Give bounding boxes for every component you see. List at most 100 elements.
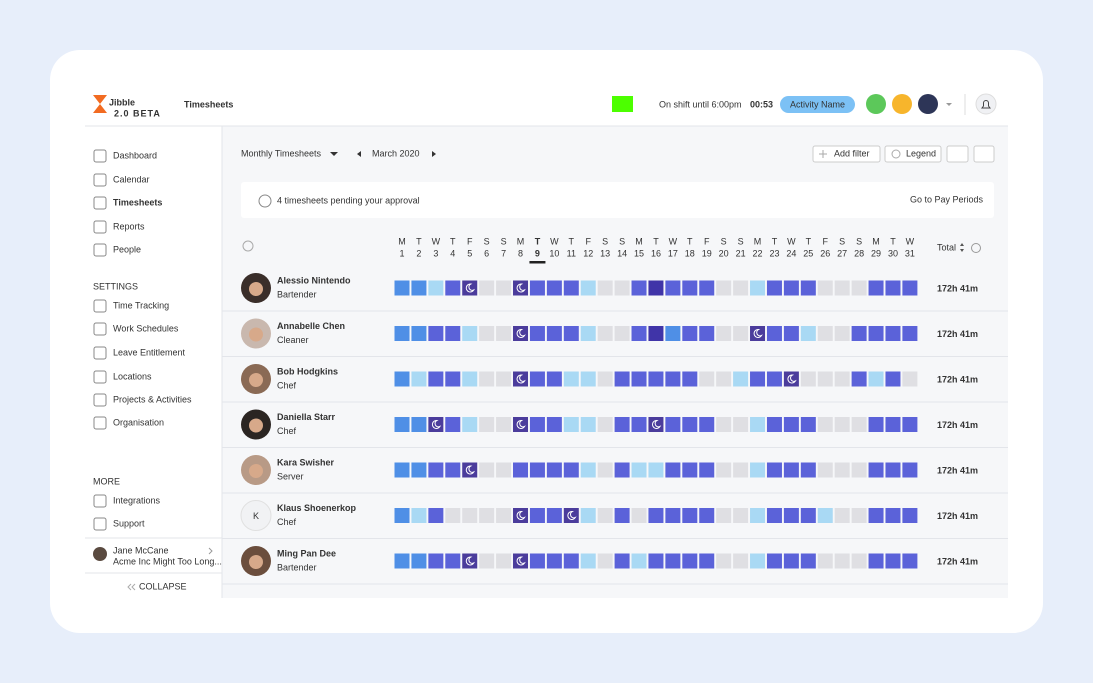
day-cell[interactable] bbox=[394, 280, 410, 296]
employee-name[interactable]: Alessio Nintendo bbox=[277, 275, 351, 285]
day-cell[interactable] bbox=[868, 462, 884, 478]
day-cell[interactable] bbox=[546, 553, 562, 569]
day-cell[interactable] bbox=[614, 462, 630, 478]
day-cell[interactable] bbox=[597, 508, 613, 523]
day-cell[interactable] bbox=[783, 462, 799, 478]
day-cell[interactable] bbox=[834, 508, 850, 523]
day-cell[interactable] bbox=[902, 508, 918, 523]
day-cell[interactable] bbox=[783, 371, 799, 387]
day-cell[interactable] bbox=[445, 508, 461, 523]
day-cell[interactable] bbox=[546, 462, 562, 478]
add-filter-button[interactable] bbox=[812, 145, 881, 163]
day-cell[interactable] bbox=[631, 280, 647, 296]
legend[interactable]: Legend bbox=[906, 148, 936, 158]
day-cell[interactable] bbox=[394, 462, 410, 478]
day-cell[interactable] bbox=[648, 553, 664, 569]
day-cell[interactable] bbox=[766, 326, 782, 341]
day-cell[interactable] bbox=[513, 462, 529, 478]
day-cell[interactable] bbox=[834, 280, 850, 296]
day-cell[interactable] bbox=[496, 508, 512, 523]
day-cell[interactable] bbox=[546, 417, 562, 432]
nav-icon[interactable] bbox=[93, 243, 107, 257]
day-cell[interactable] bbox=[800, 462, 816, 478]
employee-name[interactable]: Daniella Starr bbox=[277, 412, 336, 422]
day-cell[interactable] bbox=[428, 326, 444, 341]
day-cell[interactable] bbox=[479, 462, 495, 478]
day-cell[interactable] bbox=[394, 508, 410, 523]
day-cell[interactable] bbox=[394, 553, 410, 569]
user-name[interactable]: Jane McCane bbox=[113, 545, 169, 555]
day-cell[interactable] bbox=[496, 371, 512, 387]
avatar[interactable] bbox=[240, 500, 272, 531]
day-cell[interactable] bbox=[902, 326, 918, 341]
day-cell[interactable] bbox=[868, 371, 884, 387]
day-cell[interactable] bbox=[597, 280, 613, 296]
day-cell[interactable] bbox=[631, 462, 647, 478]
day-cell[interactable] bbox=[750, 508, 766, 523]
day-cell[interactable] bbox=[868, 553, 884, 569]
day-cell[interactable] bbox=[665, 326, 681, 341]
nav-icon[interactable] bbox=[93, 196, 107, 210]
day-cell[interactable] bbox=[733, 417, 749, 432]
day-cell[interactable] bbox=[563, 553, 579, 569]
next-month[interactable] bbox=[432, 151, 436, 157]
day-cell[interactable] bbox=[783, 553, 799, 569]
nav-item[interactable]: Work Schedules bbox=[113, 323, 179, 333]
employee-name[interactable]: Bob Hodgkins bbox=[277, 366, 338, 376]
day-cell[interactable] bbox=[817, 417, 833, 432]
nav-icon[interactable] bbox=[93, 393, 107, 407]
activity-pill[interactable] bbox=[780, 96, 855, 113]
prev-month[interactable] bbox=[357, 151, 361, 157]
day-cell[interactable] bbox=[580, 280, 596, 296]
day-cell[interactable] bbox=[716, 508, 732, 523]
day-cell[interactable] bbox=[733, 462, 749, 478]
day-cell[interactable] bbox=[834, 371, 850, 387]
day-cell[interactable] bbox=[800, 371, 816, 387]
day-cell[interactable] bbox=[631, 417, 647, 432]
nav-icon[interactable] bbox=[93, 220, 107, 234]
day-cell[interactable] bbox=[445, 417, 461, 432]
activity-name[interactable]: Activity Name bbox=[790, 99, 845, 109]
day-cell[interactable] bbox=[462, 553, 478, 569]
day-cell[interactable] bbox=[580, 326, 596, 341]
nav-item[interactable]: Calendar bbox=[113, 174, 150, 184]
day-cell[interactable] bbox=[462, 462, 478, 478]
day-cell[interactable] bbox=[766, 417, 782, 432]
day-cell[interactable] bbox=[648, 280, 664, 296]
nav-item[interactable]: Leave Entitlement bbox=[113, 347, 186, 357]
day-cell[interactable] bbox=[817, 508, 833, 523]
day-cell[interactable] bbox=[885, 553, 901, 569]
total-header[interactable]: Total bbox=[937, 242, 956, 252]
day-cell[interactable] bbox=[733, 371, 749, 387]
day-cell[interactable] bbox=[563, 508, 579, 523]
nav-icon[interactable] bbox=[93, 149, 107, 163]
day-cell[interactable] bbox=[800, 326, 816, 341]
day-cell[interactable] bbox=[783, 280, 799, 296]
day-cell[interactable] bbox=[682, 326, 698, 341]
day-cell[interactable] bbox=[868, 417, 884, 432]
sort-icon[interactable] bbox=[960, 243, 964, 252]
day-cell[interactable] bbox=[546, 326, 562, 341]
day-cell[interactable] bbox=[885, 280, 901, 296]
day-cell[interactable] bbox=[513, 326, 529, 341]
day-cell[interactable] bbox=[682, 417, 698, 432]
day-cell[interactable] bbox=[631, 326, 647, 341]
day-cell[interactable] bbox=[682, 508, 698, 523]
day-cell[interactable] bbox=[834, 326, 850, 341]
day-cell[interactable] bbox=[563, 462, 579, 478]
day-cell[interactable] bbox=[665, 462, 681, 478]
day-cell[interactable] bbox=[614, 417, 630, 432]
day-cell[interactable] bbox=[800, 417, 816, 432]
day-cell[interactable] bbox=[868, 326, 884, 341]
day-cell[interactable] bbox=[479, 417, 495, 432]
day-cell[interactable] bbox=[716, 417, 732, 432]
day-cell[interactable] bbox=[851, 553, 867, 569]
day-cell[interactable] bbox=[580, 508, 596, 523]
day-cell[interactable] bbox=[462, 417, 478, 432]
day-cell[interactable] bbox=[631, 508, 647, 523]
day-cell[interactable] bbox=[817, 280, 833, 296]
day-cell[interactable] bbox=[563, 417, 579, 432]
day-cell[interactable] bbox=[496, 462, 512, 478]
day-cell[interactable] bbox=[546, 371, 562, 387]
action-button[interactable] bbox=[866, 94, 886, 114]
